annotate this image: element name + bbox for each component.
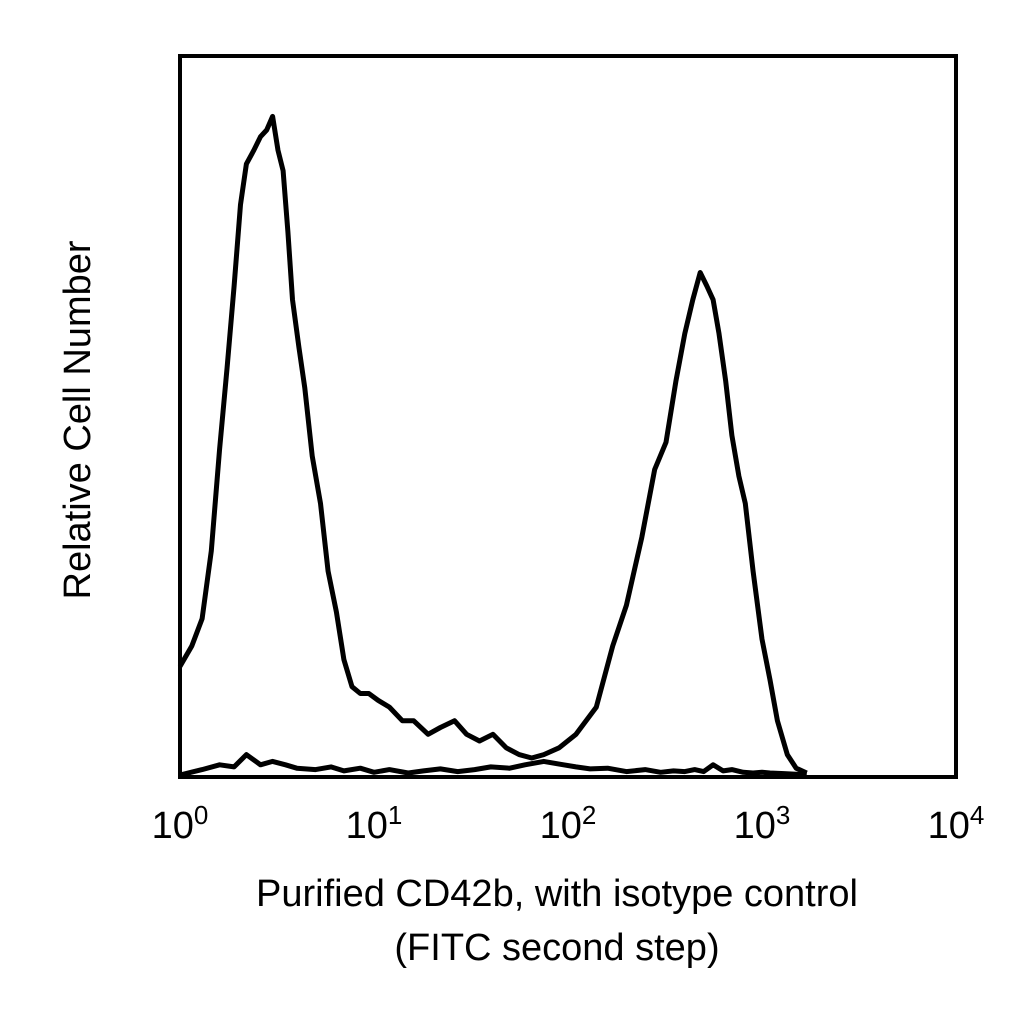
y-axis-label: Relative Cell Number — [57, 240, 99, 599]
x-tick-label-0: 100 — [152, 800, 209, 847]
x-axis-label-line-1: Purified CD42b, with isotype control — [256, 873, 858, 915]
x-tick-label-1: 101 — [346, 800, 403, 847]
x-tick-label-4: 104 — [928, 800, 985, 847]
plot-frame — [178, 54, 958, 779]
x-axis-label-line-2: (FITC second step) — [394, 927, 719, 969]
x-tick-label-2: 102 — [540, 800, 597, 847]
histogram-series-1 — [177, 113, 808, 776]
x-tick-labels: 100 101 102 103 104 — [152, 800, 985, 847]
histogram-series-2 — [179, 752, 807, 778]
plot-lines — [177, 113, 808, 778]
x-tick-label-3: 103 — [734, 800, 791, 847]
